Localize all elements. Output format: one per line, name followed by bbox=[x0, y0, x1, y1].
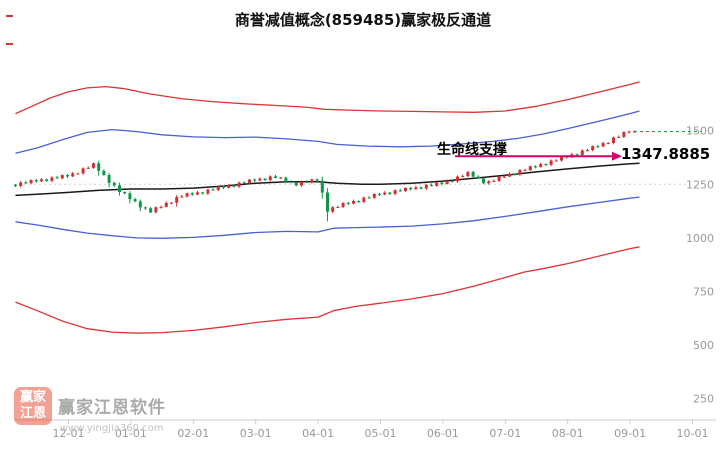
y-tick-label: 1250 bbox=[686, 178, 714, 191]
axes: 12-01 01-01 02-01 03-01 04-01 05-01 06-01 07-01… bbox=[14, 125, 716, 440]
x-tick-label: 02-01 bbox=[177, 427, 209, 440]
lower-blue-channel-line bbox=[15, 196, 640, 239]
watermark-seal-bottom: 江恩 bbox=[19, 406, 46, 421]
lower-red-channel-line bbox=[15, 246, 640, 334]
watermark-name: 赢家江恩软件 bbox=[58, 398, 166, 418]
candlestick-series[interactable] bbox=[14, 130, 636, 222]
y-tick-label: 1000 bbox=[686, 232, 714, 245]
x-tick-label: 10-01 bbox=[677, 427, 709, 440]
watermark-seal-top: 赢家 bbox=[19, 390, 46, 405]
x-tick-label: 03-01 bbox=[240, 427, 272, 440]
x-tick-label: 08-01 bbox=[552, 427, 584, 440]
lifeline-support-arrow bbox=[455, 151, 622, 161]
y-tick-label: 250 bbox=[693, 393, 714, 406]
x-tick-label: 06-01 bbox=[427, 427, 459, 440]
x-tick-label: 12-01 bbox=[53, 427, 85, 440]
watermark-seal-logo: 赢家 江恩 bbox=[14, 387, 52, 425]
lifeline-price-label: 1347.8885 bbox=[621, 145, 711, 163]
x-tick-label: 01-01 bbox=[115, 427, 147, 440]
upper-blue-channel-line bbox=[15, 110, 640, 154]
lifeline-support-label: 生命线支撑 bbox=[437, 142, 507, 158]
y-tick-label: 750 bbox=[693, 285, 714, 298]
x-tick-label: 04-01 bbox=[302, 427, 334, 440]
channel-lines bbox=[15, 81, 640, 334]
page-title: 商誉减值概念(859485)赢家极反通道 bbox=[234, 11, 492, 29]
upper-red-channel-line bbox=[15, 81, 640, 115]
y-tick-label: 500 bbox=[693, 339, 714, 352]
x-tick-label: 05-01 bbox=[365, 427, 397, 440]
y-tick-label: 1500 bbox=[686, 125, 714, 138]
x-tick-label: 07-01 bbox=[489, 427, 521, 440]
left-red-ticks bbox=[6, 15, 13, 45]
watermark-url: www.yingjia360.com bbox=[60, 423, 164, 434]
x-tick-label: 09-01 bbox=[614, 427, 646, 440]
